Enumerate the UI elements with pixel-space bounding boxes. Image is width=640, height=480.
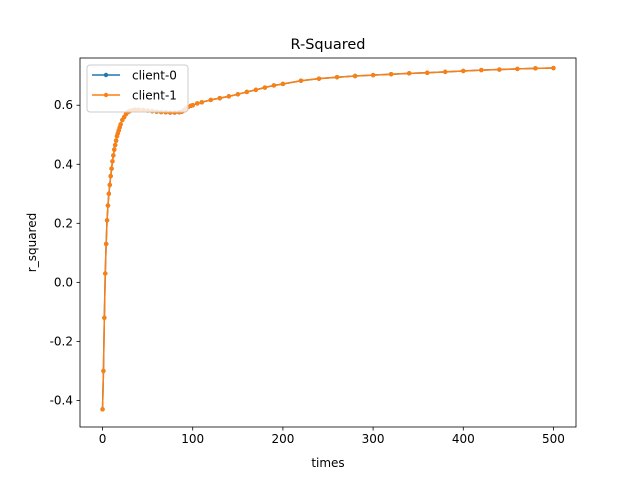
legend-swatch-marker (103, 92, 109, 98)
data-point (103, 241, 109, 247)
data-point (105, 203, 111, 208)
data-point (108, 173, 113, 179)
chart-title: R-Squared (291, 37, 366, 53)
data-point (479, 67, 484, 73)
legend-entries: client-0 client-1 (92, 69, 177, 103)
legend-label: client-1 (132, 89, 177, 103)
x-tick-label: 0 (99, 432, 107, 446)
legend-swatch-marker (103, 72, 109, 78)
data-point (104, 218, 110, 223)
y-tick-label: 0.6 (54, 98, 73, 112)
data-point (103, 271, 108, 276)
data-point (298, 78, 304, 83)
data-point (352, 73, 358, 79)
data-point (106, 191, 112, 196)
data-point (226, 94, 231, 99)
data-point (280, 81, 286, 87)
data-point (113, 138, 119, 143)
y-axis-ticks: -0.4 -0.2 0.0 0.2 0.4 0.6 (50, 98, 80, 407)
x-axis-label: times (311, 456, 344, 470)
x-axis-ticks: 0 100 200 300 400 500 (99, 427, 565, 446)
data-point (443, 69, 448, 75)
data-point (271, 83, 277, 88)
data-point (388, 72, 394, 77)
y-tick-label: 0.0 (54, 275, 73, 289)
x-tick-label: 300 (362, 432, 385, 446)
data-point (101, 368, 106, 374)
plot-area-frame (79, 57, 577, 428)
legend: client-0 client-1 (86, 64, 189, 113)
data-point (112, 142, 118, 148)
y-tick-label: -0.2 (50, 334, 73, 348)
y-axis-label: r_squared (25, 213, 39, 272)
y-tick-label: 0.2 (54, 216, 73, 230)
data-point (551, 65, 556, 71)
data-point (100, 407, 105, 412)
x-tick-label: 400 (452, 432, 475, 446)
data-point (461, 68, 466, 74)
x-tick-label: 500 (542, 432, 565, 446)
data-point (497, 67, 502, 72)
data-point (107, 182, 112, 188)
data-point (244, 89, 250, 95)
data-point (515, 66, 520, 72)
data-point (334, 74, 340, 80)
data-point (533, 66, 538, 71)
data-point (406, 71, 412, 76)
x-tick-label: 100 (181, 432, 204, 446)
data-point (425, 70, 430, 75)
y-tick-label: 0.4 (54, 157, 73, 171)
data-point (370, 72, 376, 78)
y-tick-label: -0.4 (50, 393, 73, 407)
legend-label: client-0 (132, 69, 177, 83)
data-point (235, 92, 241, 97)
data-point (262, 85, 268, 90)
data-point (217, 95, 222, 101)
data-point (109, 166, 114, 171)
data-point (112, 147, 117, 152)
data-point (110, 159, 115, 164)
data-point (316, 76, 322, 81)
x-tick-label: 200 (271, 432, 294, 446)
legend-box (86, 64, 189, 113)
data-point (195, 101, 200, 106)
data-point (111, 153, 116, 158)
data-point (199, 100, 204, 105)
data-point (190, 103, 195, 108)
data-point (208, 97, 213, 103)
data-point (118, 122, 123, 127)
data-point (102, 315, 107, 320)
data-point (253, 87, 259, 93)
